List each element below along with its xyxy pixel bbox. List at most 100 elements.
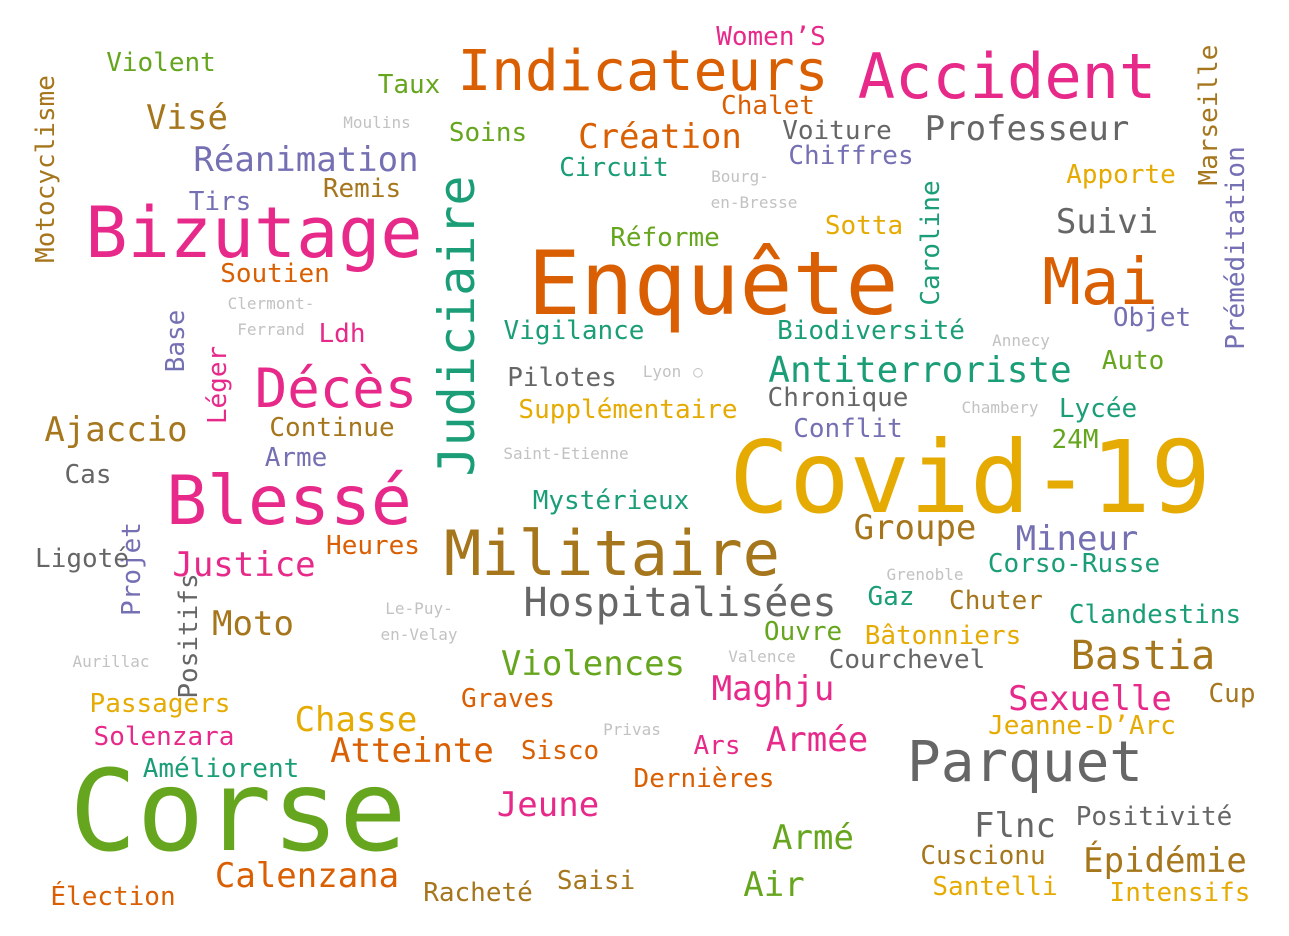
word-pilotes: Pilotes (507, 363, 617, 393)
word-circuit: Circuit (559, 153, 669, 183)
word-justice: Justice (172, 545, 316, 585)
word-mineur: Mineur (1015, 519, 1139, 559)
word-calenzana: Calenzana (214, 856, 400, 896)
word-passagers: Passagers (89, 689, 231, 719)
word-violences: Violences (500, 644, 686, 684)
word-marseille: Marseille (1194, 44, 1224, 186)
city-marker-icon: ○ (693, 362, 703, 381)
city-saint-etienne: Saint-Etienne (503, 444, 629, 463)
word-voiture: Voiture (782, 116, 892, 146)
word-sexuelle: Sexuelle (1008, 679, 1172, 719)
city-aurillac: Aurillac (72, 652, 150, 671)
word-atteinte: Atteinte (330, 731, 494, 771)
word-caroline: Caroline (916, 180, 946, 306)
word-air: Air (743, 865, 805, 905)
word-ldh: Ldh (318, 319, 366, 349)
word-chronique: Chronique (767, 383, 909, 413)
word-blesse: Blessé (166, 462, 412, 541)
word-premeditation: Préméditation (1221, 146, 1251, 350)
city-annecy: Annecy (992, 331, 1050, 350)
word-auto: Auto (1101, 346, 1165, 376)
city-chambery: Chambery (961, 398, 1039, 417)
word-corse: Corse (69, 747, 407, 877)
word-positivite: Positivité (1075, 802, 1233, 832)
word-batonniers: Bâtonniers (864, 621, 1022, 651)
word-jeune: Jeune (496, 785, 600, 825)
city-privas: Privas (603, 720, 661, 739)
word-ars: Ars (693, 731, 741, 761)
word-judiciaire: Judiciaire (428, 175, 486, 477)
word-saisi: Saisi (556, 866, 636, 896)
word-positifs: Léger (203, 345, 233, 425)
word-covid-19: Covid-19 (729, 419, 1211, 536)
word-deces: Décès (254, 357, 418, 420)
word-groupe: Groupe (853, 508, 977, 548)
word-24m: 24M (1051, 425, 1099, 455)
word-cup: Cup (1208, 679, 1256, 709)
word-courchevel: Courchevel (828, 645, 986, 675)
word-intensifs: Intensifs (1109, 878, 1251, 908)
word-remis: Remis (322, 174, 402, 204)
word-chalet: Chalet (721, 91, 815, 121)
word-reforme: Réforme (610, 223, 720, 253)
word-jeanne-darc: Jeanne-D’Arc (988, 711, 1176, 741)
word-accident: Accident (857, 40, 1157, 113)
word-base: Ligoté (35, 544, 129, 574)
word-enquete: Enquête (527, 232, 899, 335)
word-arme-armed: Armé (772, 818, 854, 858)
word-motocyclisme: Motocyclisme (31, 75, 61, 263)
word-mai: Mai (1042, 246, 1158, 320)
city-bourg: Bourg- (711, 167, 769, 186)
word-supplementaire: Supplémentaire (518, 395, 738, 425)
word-cas: Cas (64, 460, 112, 490)
word-chiffres: Chiffres (788, 141, 914, 171)
word-graves: Graves (461, 684, 555, 714)
city-clermont: Clermont- (227, 294, 315, 313)
word-hospitalisees: Hospitalisées (523, 580, 837, 626)
word-projet: Base (161, 309, 191, 373)
word-rachete: Racheté (423, 878, 533, 908)
word-election: Élection (50, 882, 176, 912)
word-conflit: Conflit (793, 414, 903, 444)
word-bastia: Bastia (1070, 633, 1216, 679)
word-sotta: Sotta (824, 211, 904, 241)
city-moulins: Moulins (343, 113, 411, 132)
word-epidemie: Épidémie (1083, 841, 1247, 881)
word-creation: Création (578, 117, 742, 157)
word-bizutage: Bizutage (85, 192, 423, 274)
word-flnc: Flnc (974, 806, 1056, 846)
word-womens: Women’S (716, 22, 826, 52)
word-continue: Continue (269, 413, 395, 443)
word-soins: Soins (448, 118, 528, 148)
word-armee: Armée (765, 720, 869, 760)
word-ouvre: Ouvre (763, 617, 843, 647)
word-ameliorent: Améliorent (142, 754, 300, 784)
word-santelli: Santelli (932, 872, 1058, 902)
city-en-bresse: en-Bresse (710, 193, 798, 212)
word-mysterieux: Mystérieux (532, 486, 690, 516)
word-antiterroriste: Antiterroriste (768, 350, 1072, 391)
word-dernieres: Dernières (633, 764, 775, 794)
word-clandestins: Clandestins (1068, 600, 1242, 630)
word-taux: Taux (377, 70, 441, 100)
city-en-velay: en-Velay (380, 625, 458, 644)
word-apporte: Apporte (1066, 160, 1176, 190)
word-violent: Violent (106, 48, 216, 78)
word-leger: Heures (326, 531, 420, 561)
word-suivi: Suivi (1055, 202, 1159, 242)
word-vigilance: Vigilance (503, 316, 645, 346)
word-cuscionu: Cuscionu (920, 841, 1046, 871)
word-professeur: Professeur (924, 109, 1130, 149)
word-heures: Positifs (174, 573, 204, 699)
word-arme-weapon: Arme (264, 443, 328, 473)
word-sisco: Sisco (520, 736, 600, 766)
word-ajaccio: Ajaccio (44, 410, 188, 450)
word-lycee: Lycée (1058, 394, 1138, 424)
city-valence: Valence (728, 647, 796, 666)
word-indicateurs: Indicateurs (457, 39, 829, 104)
city-grenoble: Grenoble (886, 565, 964, 584)
word-chasse: Chasse (294, 700, 418, 740)
word-solenzara: Solenzara (93, 722, 235, 752)
word-parquet: Parquet (906, 730, 1144, 795)
